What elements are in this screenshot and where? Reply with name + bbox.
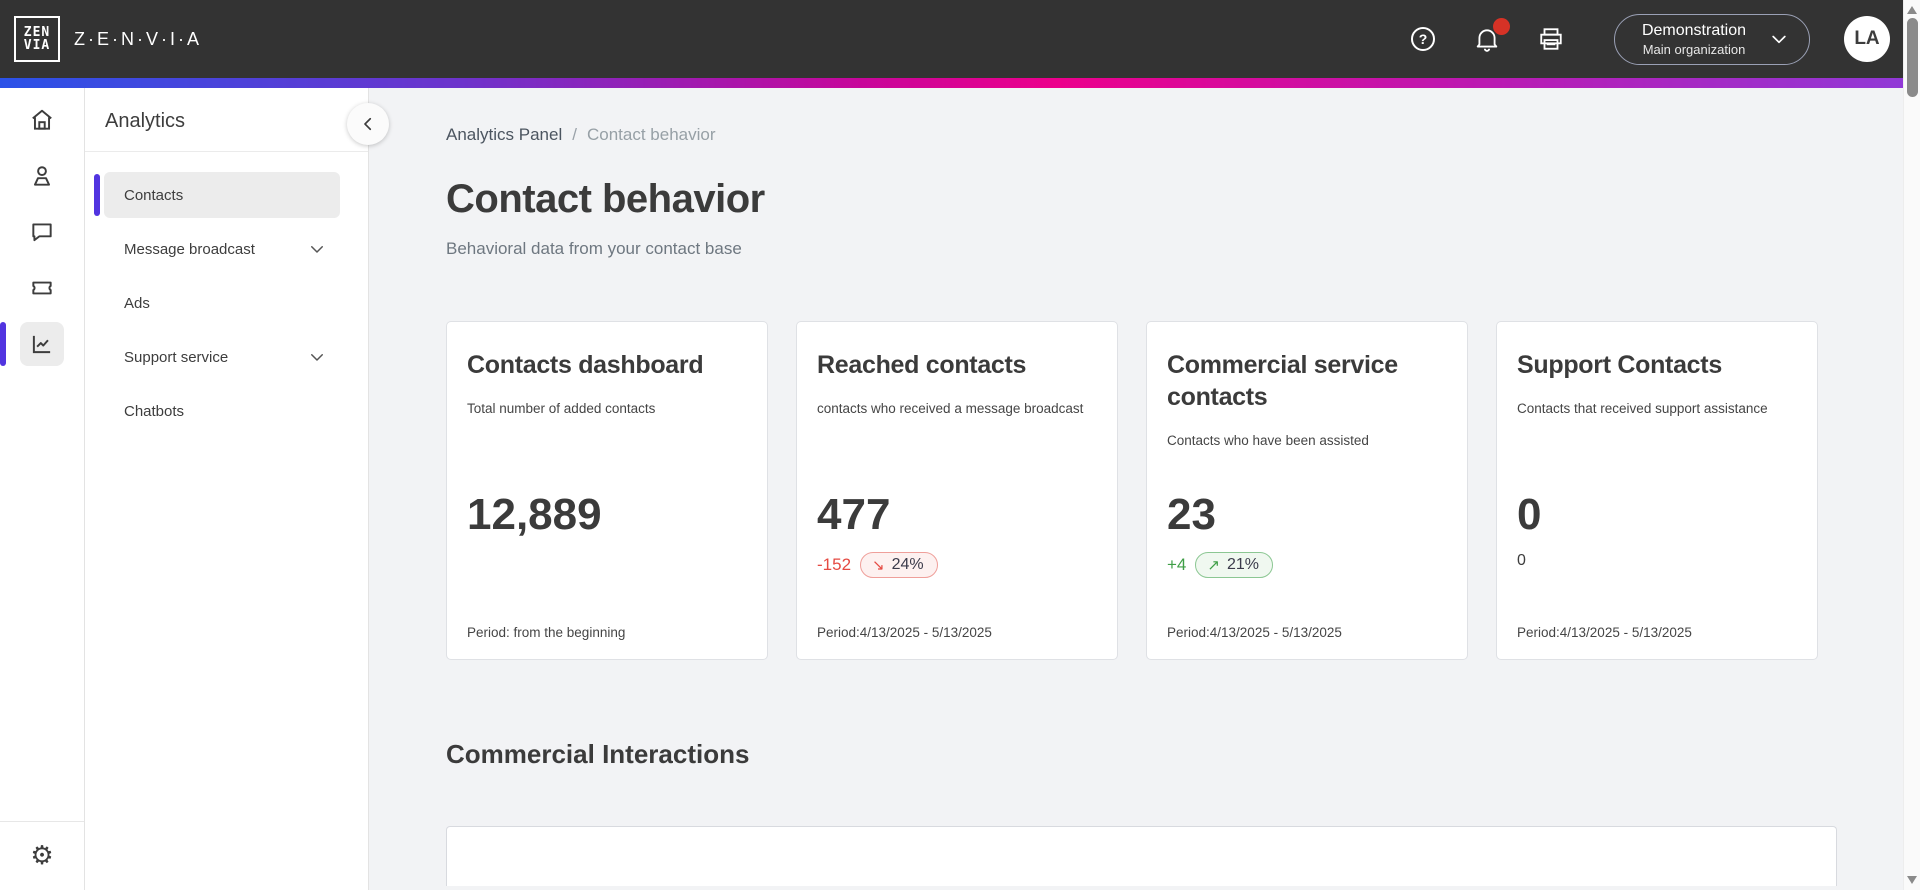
card-title: Commercial service contacts — [1167, 351, 1398, 411]
commercial-interactions-card — [446, 826, 1837, 886]
sidebar-item-chatbots[interactable]: Chatbots — [104, 388, 340, 434]
scrollbar-up-arrow[interactable] — [1907, 6, 1917, 14]
section-title-commercial-interactions: Commercial Interactions — [446, 739, 750, 769]
analytics-icon[interactable] — [0, 322, 64, 366]
breadcrumb: Analytics Panel / Contact behavior — [446, 125, 1837, 145]
contacts-icon[interactable] — [20, 154, 64, 198]
sidebar-item-contacts[interactable]: Contacts — [94, 172, 340, 218]
card-commercial-service-contacts: Commercial service contacts Contacts who… — [1146, 321, 1468, 660]
home-icon[interactable] — [20, 98, 64, 142]
arrow-up-right-icon: ↗ — [1207, 557, 1220, 574]
sidebar-item-label: Chatbots — [124, 402, 185, 420]
brand-gradient-bar — [0, 78, 1920, 88]
card-support-contacts: Support Contacts Contacts that received … — [1496, 321, 1818, 660]
scrollbar-down-arrow[interactable] — [1907, 876, 1917, 884]
card-title: Contacts dashboard — [467, 351, 704, 379]
help-icon[interactable]: ? — [1408, 24, 1438, 54]
svg-text:?: ? — [1419, 31, 1428, 47]
card-value: 477 — [817, 490, 891, 539]
trend-badge: ↘ 24% — [860, 552, 938, 578]
sidebar-item-support-service[interactable]: Support service — [104, 334, 340, 380]
breadcrumb-current: Contact behavior — [586, 125, 716, 144]
sidebar-title: Analytics — [105, 110, 186, 132]
trend-percent: 21% — [1226, 556, 1259, 573]
zenvia-logo-icon: ZEN VIA — [14, 16, 60, 62]
chevron-down-icon — [1769, 29, 1789, 49]
zenvia-brand: ZEN VIA Z·E·N·V·I·A — [14, 16, 202, 62]
card-description: Contacts who have been assisted — [1167, 432, 1369, 448]
sidebar-item-label: Contacts — [124, 186, 184, 204]
kpi-cards-row: Contacts dashboard Total number of added… — [446, 321, 1837, 660]
card-value: 0 — [1517, 490, 1542, 539]
chevron-left-icon — [364, 117, 372, 131]
card-period: Period:4/13/2025 - 5/13/2025 — [817, 625, 992, 640]
trend-badge: ↗ 21% — [1195, 552, 1273, 578]
card-period: Period:4/13/2025 - 5/13/2025 — [1517, 625, 1692, 640]
breadcrumb-separator: / — [572, 125, 577, 144]
sidebar-item-label: Support service — [124, 348, 229, 366]
page-subtitle: Behavioral data from your contact base — [446, 239, 742, 258]
main-content: Analytics Panel / Contact behavior Conta… — [369, 88, 1920, 890]
page-title: Contact behavior — [446, 177, 765, 221]
rail-bottom: ⚙ — [0, 821, 84, 890]
card-title: Reached contacts — [817, 351, 1027, 379]
organization-name: Demonstration — [1641, 21, 1747, 39]
organization-sub: Main organization — [1642, 41, 1746, 57]
arrow-down-right-icon: ↘ — [872, 557, 885, 574]
card-value: 12,889 — [467, 490, 602, 539]
logo-line2: VIA — [23, 38, 51, 53]
sidebar-item-label: Message broadcast — [124, 240, 255, 258]
chevron-down-icon — [311, 354, 323, 361]
logo-line1: ZEN — [23, 25, 51, 40]
conversations-icon[interactable] — [20, 210, 64, 254]
card-value: 23 — [1167, 490, 1216, 539]
topbar: ZEN VIA Z·E·N·V·I·A ? — [0, 0, 1920, 78]
divider — [85, 151, 368, 152]
sidebar-item-message-broadcast[interactable]: Message broadcast — [104, 226, 340, 272]
scrollbar-thumb[interactable] — [1907, 18, 1918, 97]
breadcrumb-analytics-panel[interactable]: Analytics Panel — [446, 125, 563, 144]
card-period: Period:4/13/2025 - 5/13/2025 — [1167, 625, 1342, 640]
collapse-sidebar-button[interactable] — [347, 103, 389, 145]
organization-selector[interactable]: Demonstration Main organization — [1614, 13, 1810, 65]
sidebar-item-label: Ads — [124, 294, 150, 312]
icon-rail: ⚙ — [0, 88, 85, 890]
notifications-bell-icon[interactable] — [1472, 18, 1510, 54]
delta-value: 0 — [1517, 552, 1526, 569]
user-avatar[interactable]: LA — [1844, 16, 1890, 62]
card-description: contacts who received a message broadcas… — [817, 400, 1084, 416]
card-description: Total number of added contacts — [467, 400, 656, 416]
printer-icon[interactable] — [1536, 24, 1566, 54]
settings-gear-icon[interactable]: ⚙ — [30, 840, 54, 870]
brand-name: Z·E·N·V·I·A — [74, 28, 202, 49]
card-reached-contacts: Reached contacts contacts who received a… — [796, 321, 1118, 660]
card-title: Support Contacts — [1517, 351, 1722, 379]
page-scrollbar[interactable] — [1903, 0, 1920, 890]
notification-badge — [1493, 18, 1510, 35]
card-period: Period: from the beginning — [467, 625, 626, 640]
analytics-sidebar: Analytics Contacts Message broadcast Ads… — [85, 88, 389, 890]
trend-percent: 24% — [891, 556, 924, 573]
chevron-down-icon — [311, 246, 323, 253]
delta-value: +4 — [1167, 555, 1187, 574]
card-contacts-dashboard: Contacts dashboard Total number of added… — [446, 321, 768, 660]
tickets-icon[interactable] — [20, 266, 64, 310]
delta-value: -152 — [817, 555, 852, 574]
sidebar-item-ads[interactable]: Ads — [104, 280, 340, 326]
card-description: Contacts that received support assistanc… — [1517, 400, 1768, 416]
